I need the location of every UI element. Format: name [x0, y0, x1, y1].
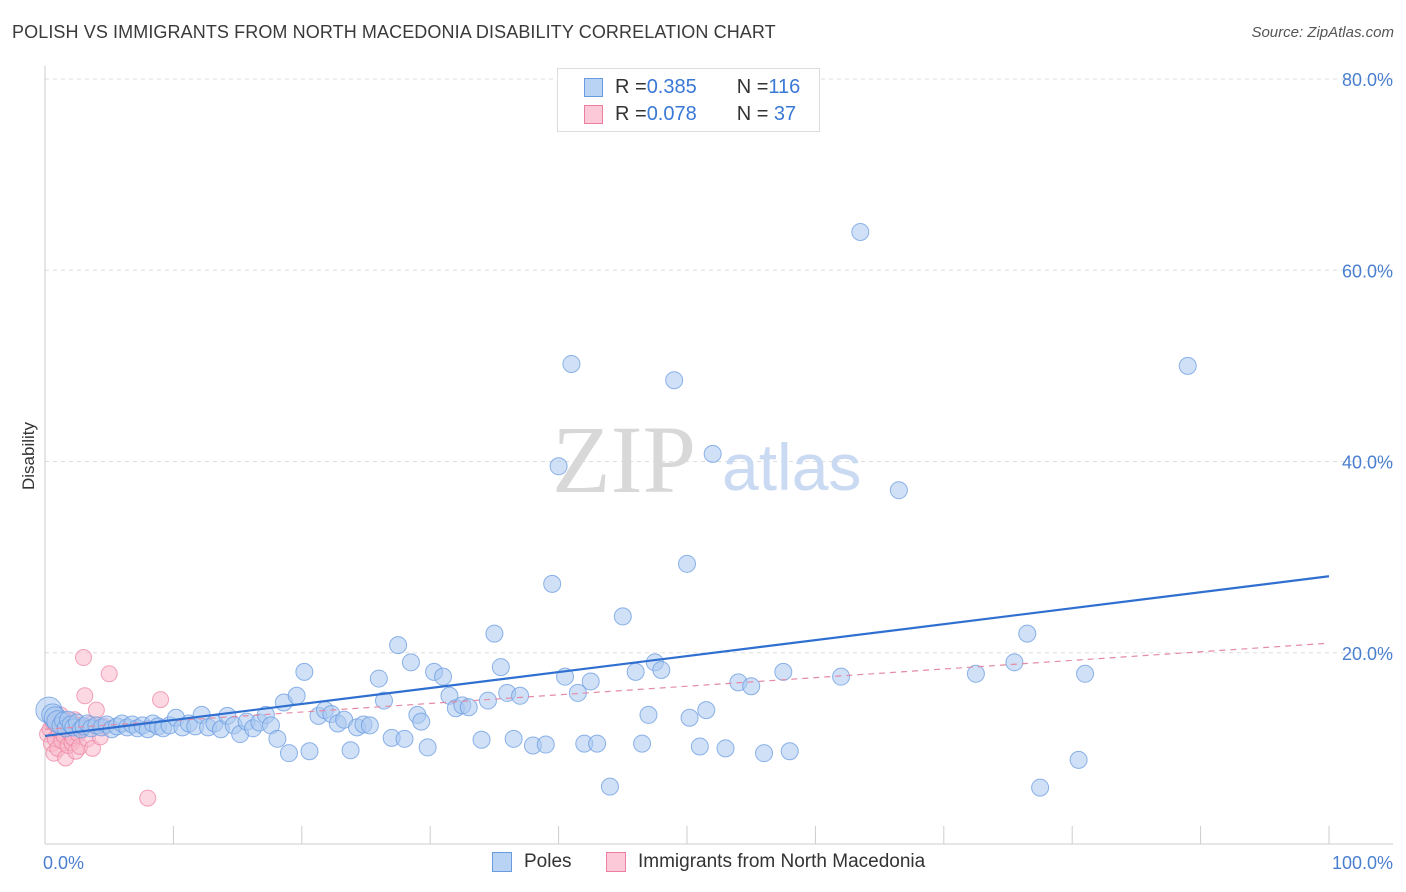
poles-points	[35, 223, 1197, 797]
y-tick-label: 80.0%	[1342, 70, 1393, 90]
poles-legend-label: Poles	[524, 851, 572, 872]
poles-data-point	[742, 677, 761, 696]
x-tick-label: 100.0%	[1332, 853, 1393, 873]
poles-data-point	[395, 729, 414, 748]
legend-n-label: N =	[736, 75, 769, 98]
macedonia-data-point	[76, 687, 94, 705]
macedonia-data-point	[152, 691, 170, 709]
poles-data-point	[389, 636, 408, 655]
poles-data-point	[536, 735, 555, 754]
legend-n-value: 37	[768, 102, 797, 125]
poles-data-point	[1031, 778, 1050, 797]
poles-data-point	[412, 712, 431, 731]
legend-n-value: 116	[768, 75, 801, 98]
series-legend: Poles Immigrants from North Macedonia	[0, 851, 1406, 877]
poles-data-point	[780, 742, 799, 761]
macedonia-data-point	[100, 665, 118, 683]
poles-trend-line	[44, 575, 1330, 738]
poles-data-point	[678, 554, 696, 573]
y-tick-label: 60.0%	[1342, 261, 1393, 281]
poles-data-point	[1018, 624, 1037, 643]
poles-data-point	[434, 667, 453, 686]
x-tick-label: 0.0%	[43, 853, 84, 873]
poles-data-point	[665, 371, 684, 390]
poles-data-point	[680, 708, 699, 727]
poles-data-point	[360, 716, 379, 735]
legend-row-poles: R = 0.385 N = 116	[584, 74, 800, 100]
chart-title: POLISH VS IMMIGRANTS FROM NORTH MACEDONI…	[12, 22, 776, 42]
poles-data-point	[287, 686, 306, 705]
poles-data-point	[626, 662, 645, 681]
poles-data-point	[279, 744, 298, 763]
legend-r-label: R =	[615, 102, 647, 125]
legend-item-macedonia[interactable]: Immigrants from North Macedonia	[606, 851, 925, 873]
poles-data-point	[889, 481, 908, 500]
poles-data-point	[690, 737, 709, 756]
poles-data-point	[374, 691, 393, 710]
poles-data-point	[1005, 653, 1024, 672]
poles-data-point	[1069, 750, 1088, 769]
stats-legend: R = 0.385 N = 116 R = 0.078 N = 37	[557, 68, 820, 132]
poles-data-point	[774, 662, 793, 681]
poles-data-point	[369, 669, 388, 688]
poles-data-point	[703, 444, 722, 463]
poles-data-point	[600, 777, 619, 796]
poles-data-point	[613, 607, 632, 626]
poles-data-point	[418, 738, 437, 757]
poles-data-point	[268, 729, 287, 748]
poles-data-point	[755, 744, 774, 763]
macedonia-data-point	[75, 649, 93, 667]
tick-labels: 20.0% 40.0% 60.0% 80.0% 0.0% 100.0%	[43, 70, 1393, 873]
macedonia-legend-label: Immigrants from North Macedonia	[638, 851, 926, 872]
macedonia-legend-swatch	[606, 852, 626, 872]
poles-data-point	[300, 742, 319, 761]
poles-data-point	[549, 457, 568, 476]
poles-data-point	[639, 705, 658, 724]
poles-data-point	[652, 660, 671, 679]
watermark: ZIP atlas	[552, 406, 861, 513]
poles-data-point	[633, 734, 652, 753]
y-tick-label: 40.0%	[1342, 453, 1393, 473]
poles-legend-swatch	[492, 852, 512, 872]
legend-item-poles[interactable]: Poles	[492, 851, 572, 873]
watermark-atlas: atlas	[722, 430, 861, 504]
legend-n-label: N =	[736, 102, 769, 125]
poles-data-point	[1178, 356, 1197, 375]
poles-data-point	[504, 729, 523, 748]
poles-data-point	[697, 701, 716, 720]
trend-lines	[44, 575, 1330, 738]
y-tick-label: 20.0%	[1342, 644, 1393, 664]
poles-data-point	[459, 698, 478, 717]
poles-data-point	[472, 730, 491, 749]
watermark-zip: ZIP	[552, 406, 696, 513]
legend-r-value: 0.078	[646, 102, 697, 125]
macedonia-data-point	[139, 789, 157, 807]
poles-data-point	[966, 664, 985, 683]
poles-data-point	[401, 653, 420, 672]
poles-data-point	[562, 354, 581, 373]
y-axis-label: Disability	[19, 421, 38, 490]
poles-data-point	[851, 223, 870, 241]
macedonia-swatch	[584, 104, 603, 124]
poles-swatch	[584, 77, 603, 97]
poles-data-point	[478, 691, 497, 710]
poles-data-point	[511, 686, 530, 705]
poles-data-point	[295, 662, 314, 681]
poles-data-point	[716, 739, 735, 758]
poles-data-point	[588, 734, 607, 753]
poles-data-point	[491, 658, 510, 677]
legend-row-macedonia: R = 0.078 N = 37	[584, 101, 796, 127]
poles-data-point	[341, 741, 360, 760]
macedonia-trend-line	[44, 642, 1330, 730]
legend-r-value: 0.385	[646, 75, 697, 98]
source-label: Source: ZipAtlas.com	[1251, 24, 1394, 41]
poles-data-point	[485, 624, 504, 643]
poles-data-point	[1076, 664, 1095, 683]
legend-r-label: R =	[615, 75, 647, 98]
poles-data-point	[581, 672, 600, 691]
poles-data-point	[832, 667, 851, 686]
poles-data-point	[543, 574, 562, 593]
